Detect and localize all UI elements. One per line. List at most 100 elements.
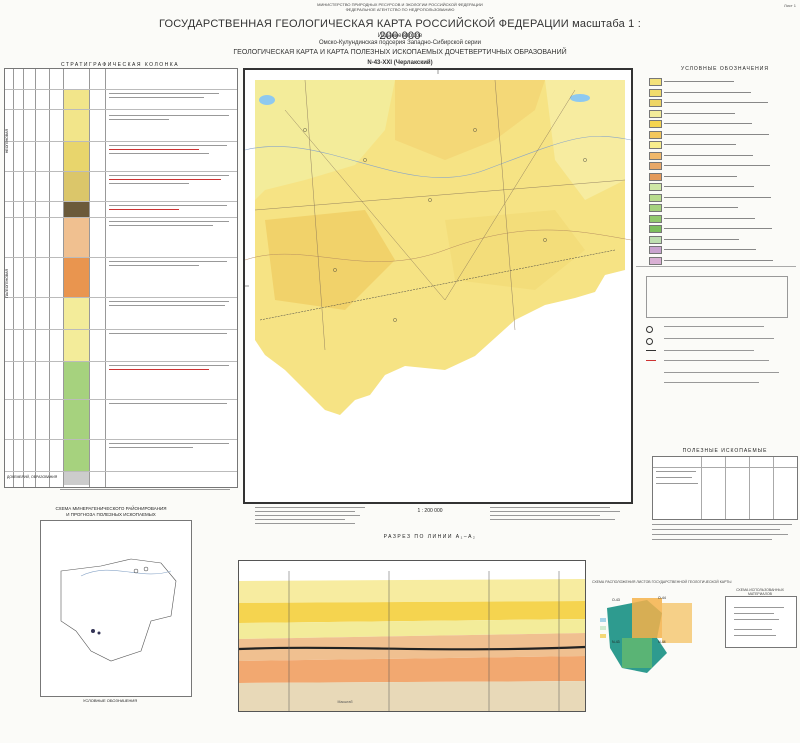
- litho-unit: [64, 257, 89, 297]
- section-scale-note: Масштаб: [337, 700, 353, 704]
- borehole-icon: [428, 198, 432, 202]
- edition-label: Издание второе: [377, 33, 423, 39]
- legend-title: УСЛОВНЫЕ ОБОЗНАЧЕНИЯ: [681, 66, 769, 72]
- legend-swatch: [649, 256, 662, 265]
- territory-unit: [395, 80, 545, 160]
- legend-description: [664, 165, 770, 166]
- strat-row-line: [5, 439, 237, 440]
- legend-description: [664, 207, 738, 208]
- strat-bottom-label: ДОКЕМБРИЙ, ОБРАЗОВАНИЯ: [7, 475, 58, 479]
- borehole-icon: [363, 158, 367, 162]
- description-line: [109, 305, 225, 306]
- scheme-title-line-2: И ПРОГНОЗА ПОЛЕЗНЫХ ИСКОПАЕМЫХ: [66, 512, 156, 517]
- legend-description: [664, 228, 772, 229]
- strat-row-line: [5, 217, 237, 218]
- sheet-code: N-43-XXI (Черлакский): [367, 60, 433, 66]
- territory-unit: [265, 210, 395, 310]
- legend-swatch-icon: [600, 626, 606, 630]
- map-canvas: [245, 70, 631, 502]
- strat-row-line: [5, 171, 237, 172]
- borehole-icon: [583, 158, 587, 162]
- strat-col-divider: [49, 69, 50, 487]
- scheme-legend-title: УСЛОВНЫЕ ОБОЗНАЧЕНИЯ: [82, 698, 138, 703]
- description-line: [109, 333, 227, 334]
- minerageny-scheme: [40, 520, 192, 697]
- territory-unit: [255, 80, 395, 200]
- index-map: [592, 588, 702, 683]
- deposit-icon: [91, 629, 95, 633]
- section-title: РАЗРЕЗ ПО ЛИНИИ А₁–А₂: [383, 534, 477, 540]
- description-line: [109, 265, 199, 266]
- fault-line: [494, 79, 516, 331]
- legend-swatch-icon: [600, 618, 606, 622]
- litho-unit: [64, 141, 89, 171]
- well-symbol-icon: [646, 338, 653, 345]
- ministry-line-2: ФЕДЕРАЛЬНОЕ АГЕНТСТВО ПО НЕДРОПОЛЬЗОВАНИ…: [345, 7, 455, 12]
- description-line: [109, 183, 189, 184]
- strat-col-divider: [13, 69, 14, 487]
- borehole-symbol-icon: [646, 326, 653, 333]
- legend-swatch: [649, 172, 662, 181]
- legend-swatch-icon: [600, 634, 606, 638]
- fault-symbol-icon: [646, 350, 656, 351]
- strat-column-title: СТРАТИГРАФИЧЕСКАЯ КОЛОНКА: [60, 62, 180, 68]
- legend-description: [664, 81, 734, 82]
- legend-description: [664, 238, 739, 240]
- legend-swatch: [649, 99, 662, 107]
- strat-col-divider: [35, 69, 36, 487]
- legend-description: [664, 186, 754, 187]
- used-materials-box: [725, 596, 797, 648]
- litho-unit: [64, 89, 89, 141]
- legend-swatch: [649, 214, 662, 223]
- map-scale: 1 : 200 000: [417, 508, 443, 514]
- legend-swatch: [649, 88, 662, 97]
- strat-row-line: [5, 109, 237, 110]
- litho-unit: [64, 471, 89, 485]
- legend-swatch: [649, 193, 662, 202]
- description-line-red: [109, 179, 221, 180]
- strat-col-divider: [105, 69, 106, 487]
- strat-col-divider: [63, 69, 64, 487]
- description-line: [109, 153, 209, 154]
- geological-map[interactable]: [243, 68, 633, 504]
- legend-description: [664, 196, 771, 198]
- strat-row-line: [5, 471, 237, 472]
- strat-col-divider: [89, 69, 90, 487]
- legend-swatch: [649, 162, 662, 170]
- legend-swatch: [649, 225, 662, 233]
- index-sheet-label: O-43: [612, 598, 620, 602]
- strat-footnote: [60, 487, 240, 490]
- strat-row-line: [5, 329, 237, 330]
- legend-swatch: [649, 78, 662, 86]
- lake: [570, 94, 590, 102]
- legend-description: [664, 112, 735, 114]
- borehole-icon: [393, 318, 397, 322]
- strat-row-line: [5, 257, 237, 258]
- legend-panel: [636, 66, 796, 396]
- boundary-symbol-icon: [646, 360, 656, 361]
- description-line: [109, 119, 169, 120]
- strat-col-divider: [23, 69, 24, 487]
- borehole-icon: [473, 128, 477, 132]
- sheet-number: Лист 1: [783, 3, 796, 8]
- legend-description: [664, 154, 753, 156]
- cross-section: [238, 560, 586, 712]
- legend-description: [664, 259, 773, 261]
- litho-unit: [64, 171, 89, 201]
- legend-swatch: [649, 109, 662, 118]
- legend-swatch: [649, 130, 662, 139]
- marker-horizon: [239, 645, 585, 651]
- legend-description: [664, 102, 768, 103]
- legend-swatch: [649, 151, 662, 160]
- scheme-title: СХЕМА МИНЕРАГЕНИЧЕСКОГО РАЙОНИРОВАНИЯ И …: [36, 506, 186, 518]
- description-line-red: [109, 209, 179, 210]
- map-title: ГОСУДАРСТВЕННАЯ ГЕОЛОГИЧЕСКАЯ КАРТА РОСС…: [158, 18, 642, 42]
- deposit-icon: [133, 568, 139, 574]
- strat-column: ДОКЕМБРИЙ, ОБРАЗОВАНИЯ НЕОГЕНОВАЯ ПАЛЕОГ…: [4, 68, 238, 488]
- description-line: [109, 447, 193, 448]
- lake: [259, 95, 275, 105]
- legend-description: [664, 175, 737, 177]
- description-line: [109, 403, 227, 404]
- index-map-title: СХЕМА РАСПОЛОЖЕНИЯ ЛИСТОВ ГОСУДАРСТВЕННО…: [592, 580, 732, 584]
- strat-system-label: ПАЛЕОГЕНОВАЯ: [5, 269, 9, 298]
